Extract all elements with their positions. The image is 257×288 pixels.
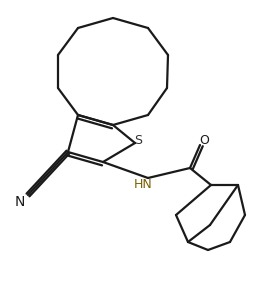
Text: N: N (15, 195, 25, 209)
Text: S: S (134, 134, 142, 147)
Text: O: O (199, 134, 209, 147)
Text: HN: HN (134, 179, 152, 192)
